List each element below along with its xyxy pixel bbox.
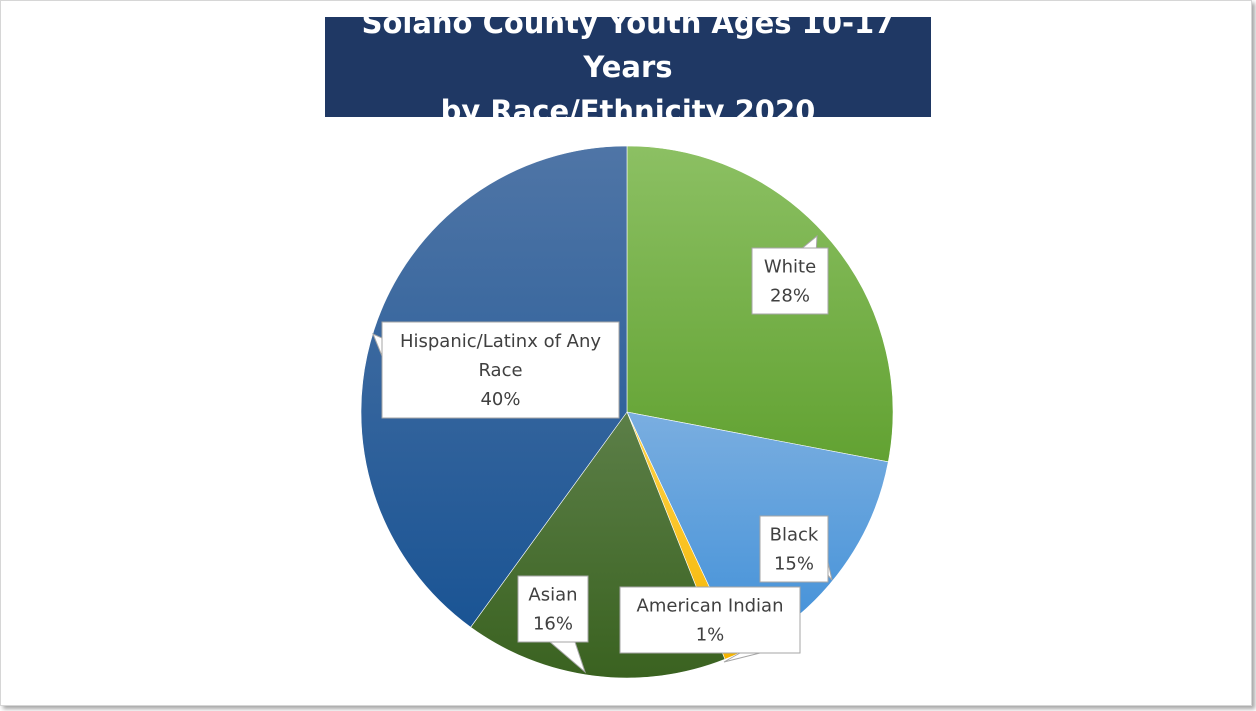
data-label-box: [517, 575, 589, 643]
data-label-asian: Asian 16%: [517, 575, 589, 674]
data-label-text: American Indian: [637, 596, 784, 617]
chart-title-line-2: by Race/Ethnicity 2020: [440, 94, 816, 128]
chart-title: Solano County Youth Ages 10-17 Years by …: [325, 6, 931, 128]
data-label-text: White: [764, 257, 816, 278]
data-label-text: Hispanic/Latinx of Any: [400, 331, 601, 352]
data-label-text: 1%: [696, 625, 725, 646]
data-label-box: [751, 247, 829, 315]
data-label-american-indian: American Indian 1%: [619, 586, 801, 663]
data-label-text: 16%: [533, 614, 573, 635]
data-label-box: [381, 321, 620, 419]
data-label-white: White 28%: [751, 234, 829, 315]
data-label-hispanic-latinx-of-any-race: Hispanic/Latinx of Any Race 40%: [372, 321, 620, 419]
data-label-text: 28%: [770, 286, 810, 307]
data-label-black: Black 15%: [759, 515, 833, 583]
data-labels: White 28% Black 15% American Indian 1% Asian 16…: [372, 234, 833, 674]
data-label-text: 40%: [480, 389, 520, 410]
data-label-box: [619, 586, 801, 654]
data-label-text: Black: [770, 525, 819, 546]
data-label-text: Asian: [528, 585, 577, 606]
data-label-text: 15%: [774, 554, 814, 575]
data-label-box: [759, 515, 829, 583]
data-label-text: Race: [478, 360, 522, 381]
chart-title-line-1: Solano County Youth Ages 10-17 Years: [361, 6, 895, 84]
